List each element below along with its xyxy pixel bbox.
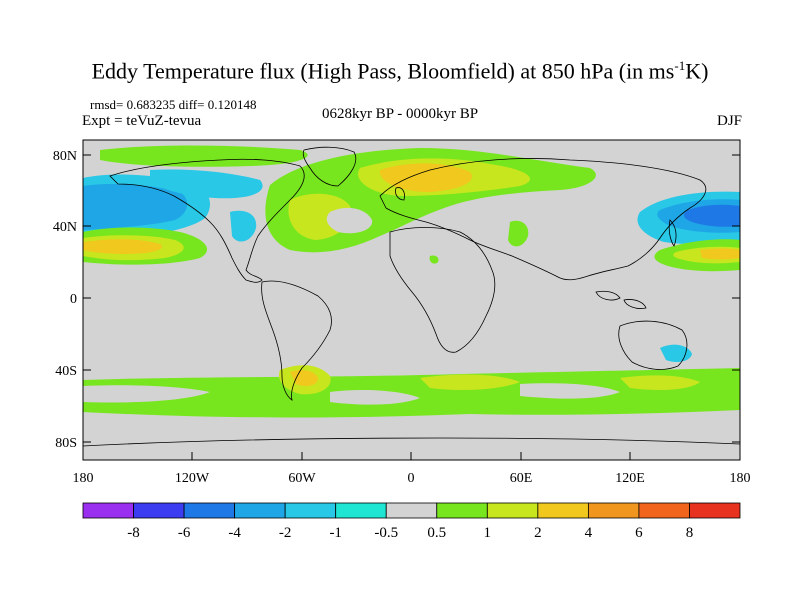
stats-label: rmsd= 0.683235 diff= 0.120148 <box>90 97 257 112</box>
period-label: 0628kyr BP - 0000kyr BP <box>321 106 479 122</box>
lat-label: 0 <box>70 292 77 307</box>
anomaly-region <box>83 239 162 254</box>
longitude-labels: 180 120W 60W 0 60E 120E 180 <box>73 471 751 486</box>
lon-label: 60W <box>288 471 316 486</box>
colorbar-label: -1 <box>329 525 342 541</box>
continent-outline <box>389 227 496 353</box>
anomaly-region <box>83 385 210 403</box>
anomaly-region <box>150 169 263 199</box>
colorbar-label: 1 <box>484 525 492 541</box>
anomaly-fields <box>83 145 740 418</box>
anomaly-region <box>230 210 257 242</box>
colorbar-label: -0.5 <box>374 525 398 541</box>
experiment-label: Expt = teVuZ-tevua <box>82 113 202 129</box>
colorbar-swatch <box>638 502 690 519</box>
continent-outline <box>668 219 677 247</box>
colorbar-label: -2 <box>279 525 292 541</box>
anomaly-region <box>520 383 620 399</box>
colorbar-label: -6 <box>178 525 191 541</box>
lat-label: 40N <box>53 220 77 235</box>
lon-label: 180 <box>730 471 751 486</box>
lon-label: 0 <box>408 471 415 486</box>
colorbar-label: -4 <box>228 525 241 541</box>
map-title: Eddy Temperature flux (High Pass, Bloomf… <box>91 58 709 84</box>
anomaly-region <box>700 248 740 260</box>
lat-label: 80S <box>55 436 77 451</box>
colorbar-swatch <box>385 502 438 519</box>
continent-outline <box>302 146 357 187</box>
colorbar-swatch <box>689 502 741 519</box>
colorbar-label: 8 <box>686 525 694 541</box>
season-label: DJF <box>716 113 742 129</box>
colorbar-swatch <box>335 502 387 519</box>
lat-label: 40S <box>55 364 77 379</box>
continent-outline <box>623 299 647 309</box>
colorbar-swatch <box>436 502 488 519</box>
anomaly-region <box>83 184 188 230</box>
anomaly-region <box>683 204 740 227</box>
colorbar-label: -8 <box>127 525 140 541</box>
continent-outline <box>395 187 405 201</box>
longitude-ticks <box>191 452 631 460</box>
colorbar-label: 4 <box>585 525 593 541</box>
anomaly-region <box>379 163 472 192</box>
lon-label: 60E <box>510 471 533 486</box>
anomaly-region <box>420 374 520 390</box>
colorbar-swatch <box>284 502 337 519</box>
anomaly-region <box>326 207 373 234</box>
continent-outline <box>83 437 740 447</box>
colorbar-label: 0.5 <box>427 525 446 541</box>
colorbar-swatch <box>82 502 134 519</box>
latitude-labels: 80N 40N 0 40S 80S <box>53 149 77 451</box>
continent-outline <box>618 320 688 370</box>
lon-label: 120W <box>175 471 210 486</box>
anomaly-region <box>429 255 439 264</box>
continent-outline <box>379 158 707 281</box>
latitude-ticks <box>83 154 740 443</box>
colorbar-swatch <box>486 502 539 519</box>
colorbar-swatch <box>587 502 640 519</box>
colorbar-label: 2 <box>534 525 542 541</box>
colorbar-swatch <box>133 502 185 519</box>
colorbar-swatch <box>537 502 589 519</box>
anomaly-region <box>620 375 700 390</box>
anomaly-region <box>100 145 308 167</box>
anomaly-region <box>83 368 740 418</box>
colorbar: -8 -6 -4 -2 -1 -0.5 0.5 1 2 4 6 8 <box>82 502 741 541</box>
colorbar-swatch <box>183 502 236 519</box>
anomaly-region <box>290 370 318 386</box>
anomaly-region <box>508 220 529 247</box>
colorbar-swatch <box>234 502 286 519</box>
lon-label: 120E <box>615 471 645 486</box>
colorbar-label: 6 <box>635 525 643 541</box>
lon-label: 180 <box>73 471 94 486</box>
anomaly-region <box>330 390 420 405</box>
lat-label: 80N <box>53 149 77 164</box>
continent-outline <box>109 158 305 283</box>
continent-outline <box>595 290 621 301</box>
continent-outline <box>261 280 332 401</box>
coastlines <box>83 146 740 447</box>
